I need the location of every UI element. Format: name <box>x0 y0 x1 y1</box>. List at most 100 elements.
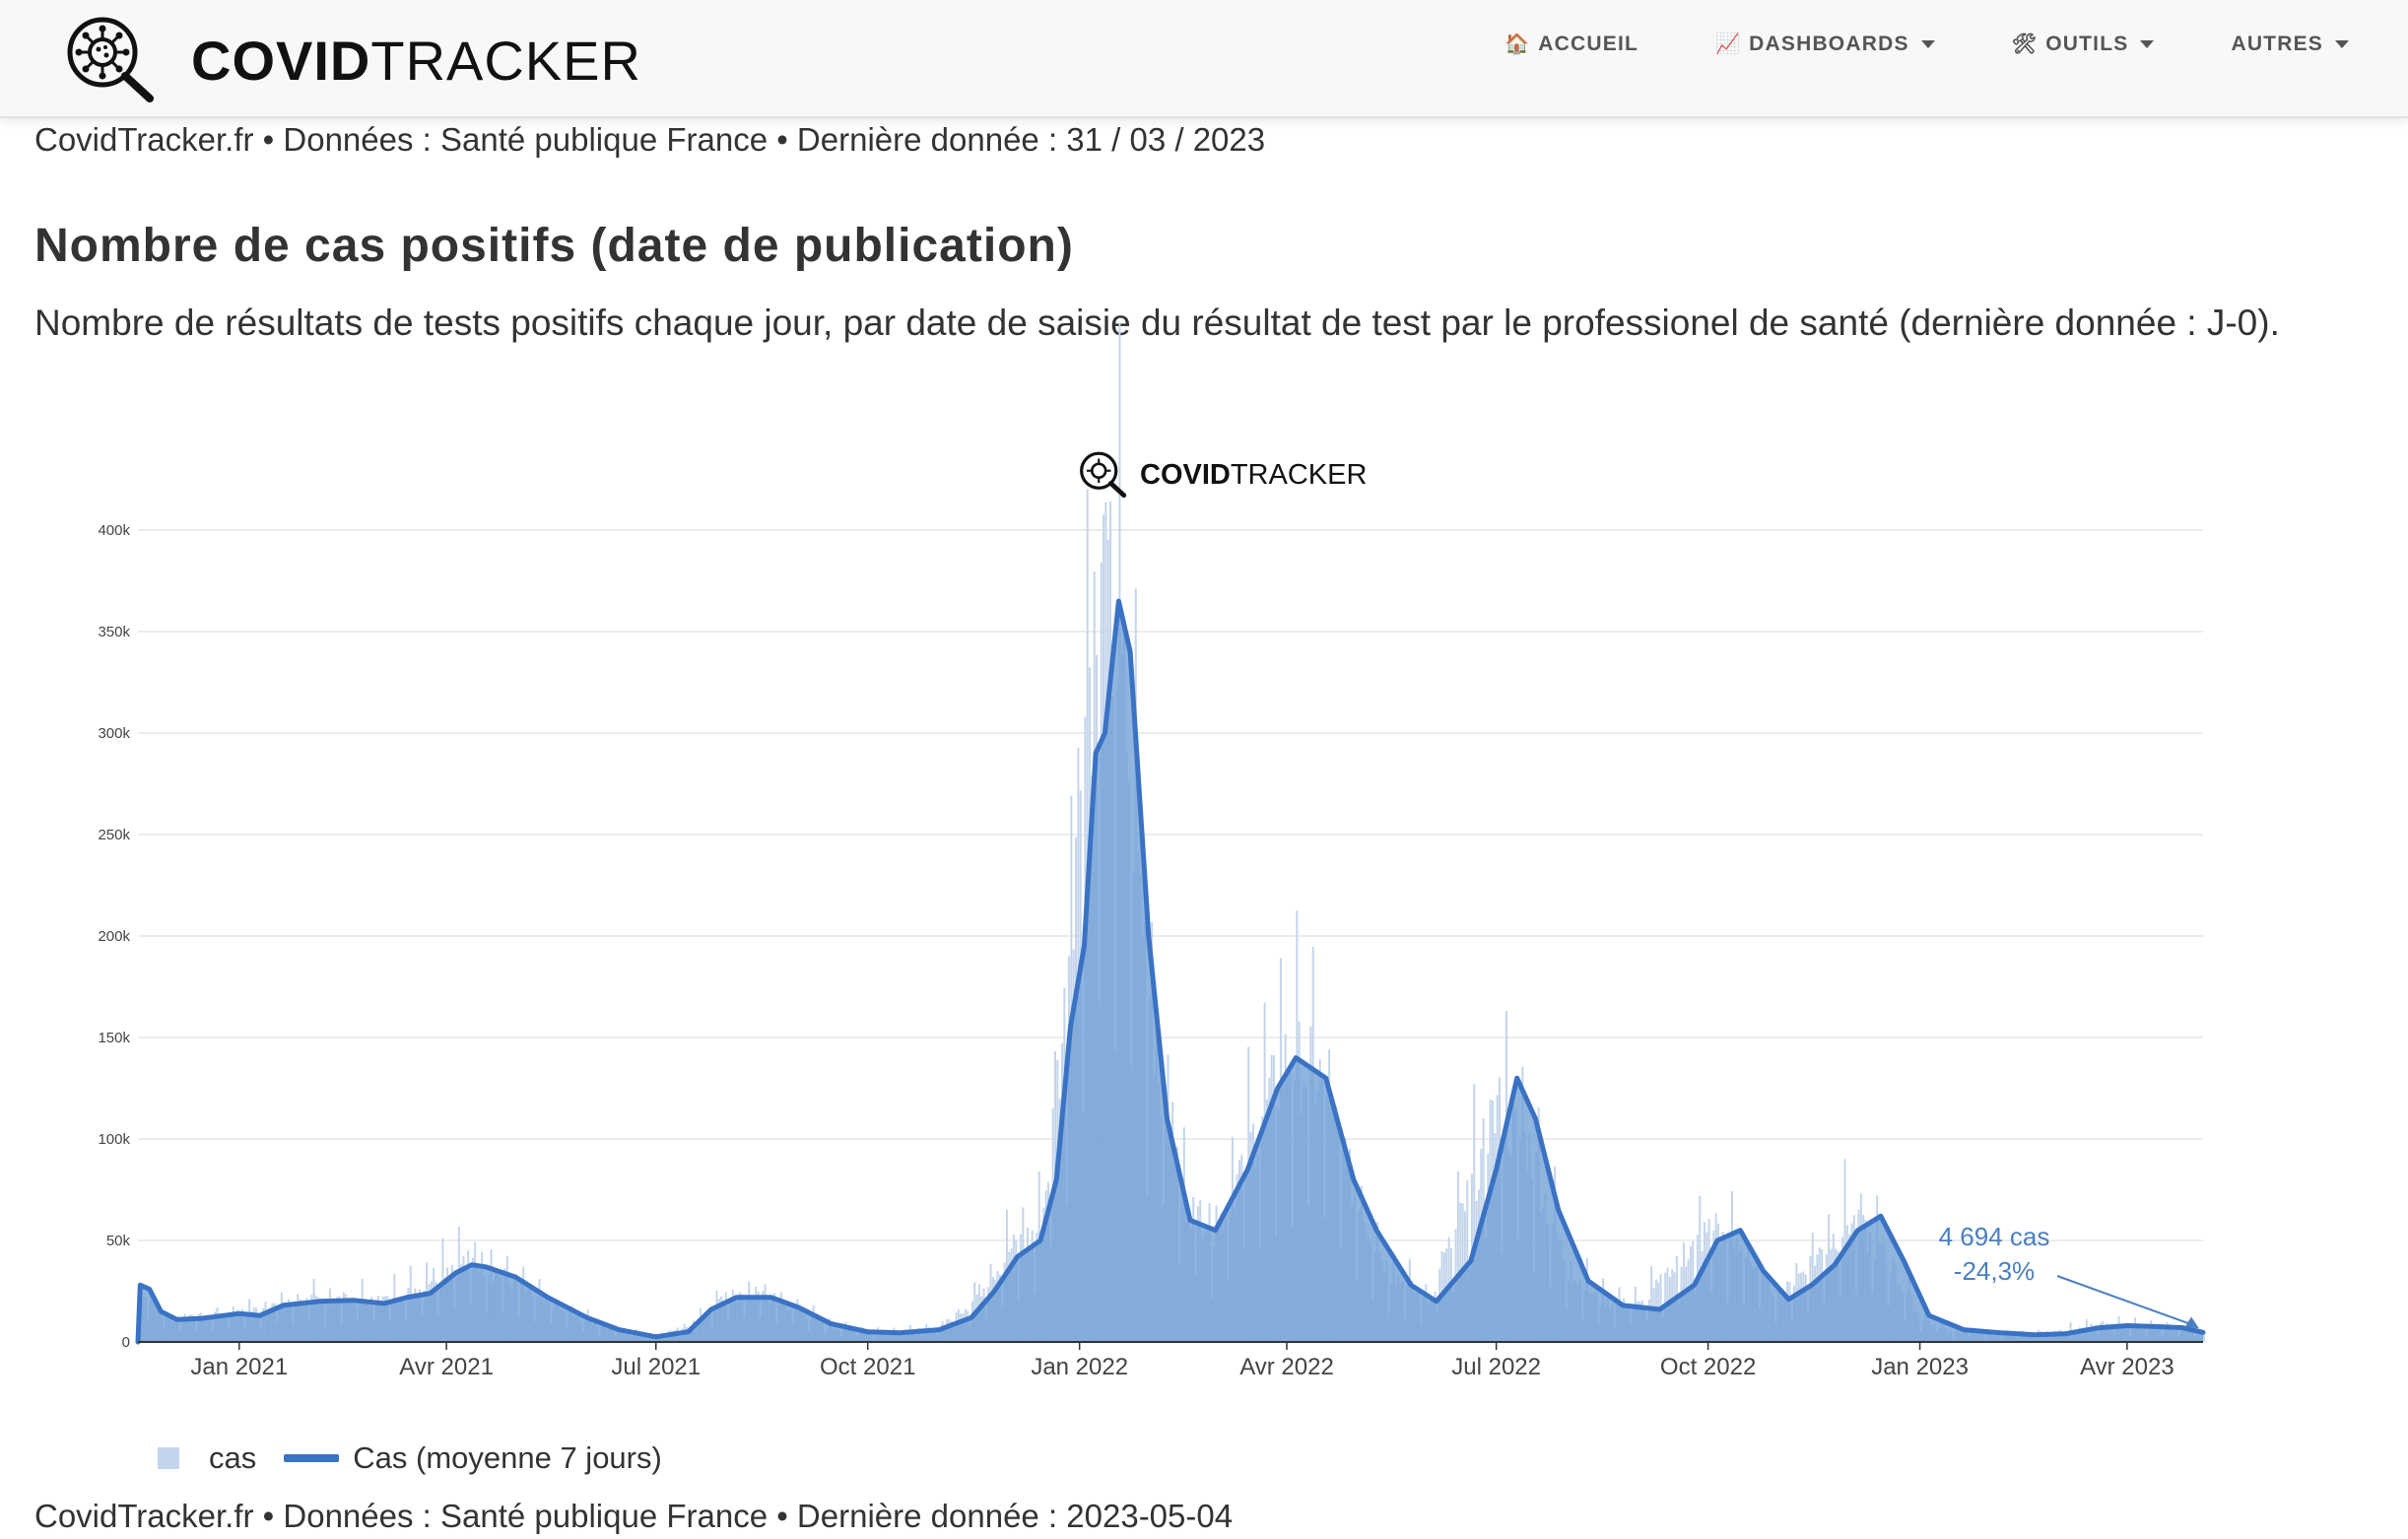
daily-case-bar <box>1747 1242 1750 1342</box>
daily-case-bar <box>1031 1230 1034 1342</box>
daily-case-bar <box>1194 1275 1197 1342</box>
daily-case-bar <box>865 1332 868 1342</box>
daily-case-bar <box>1689 1245 1692 1342</box>
daily-case-bar <box>1482 1118 1485 1342</box>
daily-case-bar <box>782 1303 785 1342</box>
annotation-arrow <box>2056 1275 2198 1328</box>
daily-case-bar <box>891 1333 894 1342</box>
daily-case-bar <box>363 1299 366 1342</box>
daily-case-bar <box>2152 1326 2155 1342</box>
daily-case-bar <box>1206 1230 1209 1342</box>
daily-case-bar <box>651 1334 654 1342</box>
daily-case-bar <box>1737 1251 1740 1342</box>
daily-case-bar <box>610 1328 613 1342</box>
daily-case-bar <box>430 1281 433 1342</box>
daily-case-bar <box>2067 1330 2070 1342</box>
daily-case-bar <box>1763 1269 1766 1342</box>
brand-link[interactable]: COVIDTRACKER <box>65 16 641 104</box>
daily-case-bar <box>543 1302 546 1342</box>
daily-case-bar <box>884 1333 887 1342</box>
daily-case-bar <box>1533 1271 1536 1342</box>
daily-case-bar <box>1103 514 1105 1342</box>
daily-case-bar <box>176 1321 179 1342</box>
nav-autres-dropdown[interactable]: AUTRES <box>2231 32 2349 56</box>
daily-case-bar <box>612 1331 615 1342</box>
daily-case-bar <box>1912 1311 1915 1342</box>
daily-case-bar <box>1654 1279 1657 1342</box>
daily-case-bar <box>386 1296 389 1342</box>
daily-case-bar <box>1146 1196 1149 1342</box>
legend-item-moyenne[interactable]: Cas (moyenne 7 jours) <box>256 1440 662 1476</box>
daily-case-bar <box>566 1327 569 1342</box>
daily-case-bar <box>1017 1300 1020 1342</box>
daily-case-bar <box>1850 1223 1853 1342</box>
daily-case-bar <box>900 1332 903 1342</box>
daily-case-bar <box>1707 1218 1710 1342</box>
daily-case-bar <box>819 1322 822 1342</box>
daily-case-bar <box>1411 1280 1414 1342</box>
daily-case-bar <box>331 1304 334 1342</box>
y-tick-label: 350k <box>98 624 130 640</box>
daily-case-bar <box>1998 1333 2001 1342</box>
daily-case-bar <box>1019 1234 1022 1342</box>
daily-case-bar <box>1294 1080 1296 1342</box>
daily-case-bar <box>1104 502 1107 1342</box>
daily-case-bar <box>495 1268 498 1342</box>
daily-case-bar <box>526 1284 529 1342</box>
daily-case-bar <box>2085 1318 2088 1342</box>
daily-case-bar <box>1811 1233 1814 1342</box>
daily-case-bar <box>314 1296 317 1342</box>
daily-case-bar <box>2014 1333 2017 1342</box>
nav-accueil[interactable]: 🏠 ACCUEIL <box>1505 32 1639 56</box>
daily-case-bar <box>665 1334 668 1342</box>
daily-case-bar <box>600 1325 603 1342</box>
daily-case-bar <box>1203 1233 1206 1342</box>
daily-case-bar <box>439 1282 442 1342</box>
daily-case-bar <box>1296 910 1299 1342</box>
daily-case-bar <box>1123 635 1126 1342</box>
daily-case-bar <box>359 1301 362 1342</box>
daily-case-bar <box>497 1274 500 1342</box>
daily-case-bar <box>441 1238 444 1342</box>
nav-outils-dropdown[interactable]: 🛠 OUTILS <box>2012 32 2155 56</box>
daily-case-bar <box>791 1324 794 1342</box>
daily-case-bar <box>662 1338 665 1342</box>
daily-case-bar <box>2019 1333 2022 1342</box>
daily-case-bar <box>200 1312 203 1342</box>
daily-case-bar <box>1287 1073 1289 1342</box>
legend-item-cas[interactable]: cas <box>158 1440 256 1476</box>
chart-title: Nombre de cas positifs (date de publicat… <box>34 220 1074 272</box>
daily-case-bar <box>1420 1323 1423 1342</box>
daily-case-bar <box>1370 1242 1372 1342</box>
daily-case-bar <box>1848 1234 1851 1342</box>
daily-case-bar <box>2181 1327 2184 1342</box>
daily-case-bar <box>2041 1334 2044 1342</box>
daily-case-bar <box>156 1305 159 1342</box>
daily-case-bar <box>290 1304 293 1342</box>
daily-case-bar <box>2064 1335 2067 1342</box>
daily-case-bar <box>294 1305 297 1342</box>
daily-case-bar <box>319 1299 322 1342</box>
daily-case-bar <box>345 1294 348 1342</box>
daily-case-bar <box>510 1290 513 1342</box>
daily-case-bar <box>1125 751 1128 1342</box>
daily-case-bar <box>1358 1210 1361 1342</box>
daily-case-bar <box>1042 1207 1045 1342</box>
daily-case-bar <box>1639 1302 1641 1342</box>
daily-case-bar <box>614 1336 617 1342</box>
daily-case-bar <box>342 1292 345 1342</box>
daily-case-bar <box>524 1291 527 1342</box>
daily-case-bar <box>844 1321 847 1342</box>
daily-case-bar <box>335 1297 338 1342</box>
daily-case-bar <box>195 1331 198 1342</box>
nav-dashboards-dropdown[interactable]: 📈 DASHBOARDS <box>1715 32 1935 56</box>
house-icon: 🏠 <box>1505 33 1531 55</box>
nav-autres-label: AUTRES <box>2231 32 2323 55</box>
daily-case-bar <box>757 1291 760 1342</box>
daily-case-bar <box>770 1295 773 1342</box>
daily-case-bar <box>655 1336 658 1342</box>
daily-case-bar <box>1091 775 1094 1342</box>
daily-case-bar <box>1832 1234 1835 1342</box>
daily-case-bar <box>163 1327 166 1342</box>
daily-case-bar <box>1251 1123 1254 1342</box>
